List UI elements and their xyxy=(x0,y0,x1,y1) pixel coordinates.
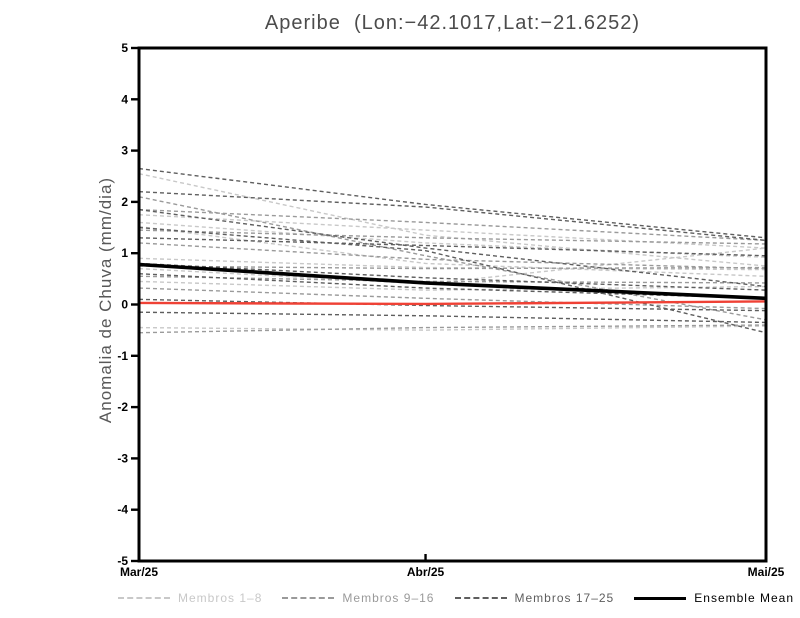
chart-title: Aperibe (Lon:−42.1017,Lat:−21.6252) xyxy=(264,12,641,34)
legend-label: Membros 1–8 xyxy=(178,591,263,605)
ensemble-member-25-line xyxy=(138,311,767,324)
y-tick-label: -3 xyxy=(117,451,128,465)
ensemble-member-16-line xyxy=(138,324,767,334)
ensemble-member-11-line xyxy=(138,229,767,245)
solid-line-sample xyxy=(634,596,687,600)
ensemble-member-21-line xyxy=(138,237,767,257)
legend-label: Membros 9–16 xyxy=(342,591,435,605)
ensemble-member-15-line xyxy=(138,287,767,310)
legend-item-membros-17-25: Membros 17–25 xyxy=(454,591,615,605)
legend-item-membros-9-16: Membros 9–16 xyxy=(282,591,434,605)
ensemble-member-10-line xyxy=(138,208,767,242)
y-tick-label: -5 xyxy=(117,554,128,568)
zero-reference-line xyxy=(138,300,767,306)
ensemble-member-24-line xyxy=(138,298,767,312)
y-tick-label: -1 xyxy=(117,349,128,363)
ensemble-mean-line xyxy=(138,262,767,301)
y-tick-label: 3 xyxy=(121,144,128,158)
ensemble-member-8-line xyxy=(138,325,767,331)
y-tick-label: 0 xyxy=(121,298,128,312)
legend: Membros 1–8 Membros 9–16 Membros 17–25 E… xyxy=(118,591,794,605)
ensemble-member-12-line xyxy=(138,242,767,270)
ensemble-member-1-line xyxy=(138,173,767,267)
y-tick-label: -4 xyxy=(117,503,128,517)
x-tick-label: Mar/25 xyxy=(120,565,158,579)
ensemble-member-14-line xyxy=(138,275,767,284)
y-tick-label: 5 xyxy=(121,41,128,55)
y-tick-label: 4 xyxy=(121,92,128,106)
legend-item-membros-1-8: Membros 1–8 xyxy=(118,591,262,605)
x-tick-label: Abr/25 xyxy=(407,565,445,579)
ensemble-member-20-line xyxy=(138,226,767,334)
ensemble-member-19-line xyxy=(138,208,767,288)
ensemble-member-4-line xyxy=(138,225,767,277)
dashed-line-sample xyxy=(282,597,335,599)
y-tick-label: 2 xyxy=(121,195,128,209)
ensemble-member-17-line xyxy=(138,167,767,239)
y-tick-label: 1 xyxy=(121,246,128,260)
legend-label: Ensemble Mean xyxy=(694,591,794,605)
legend-item-ensemble-mean: Ensemble Mean xyxy=(634,591,794,605)
ensemble-member-22-line xyxy=(138,262,767,291)
dashed-line-sample xyxy=(454,597,507,599)
dashed-line-sample xyxy=(118,597,170,599)
ensemble-member-7-line xyxy=(138,280,767,291)
x-tick-label: Mai/25 xyxy=(748,565,785,579)
legend-label: Membros 17–25 xyxy=(514,591,615,605)
ensemble-member-5-line xyxy=(138,257,767,271)
y-tick-label: -2 xyxy=(117,400,128,414)
ensemble-member-13-line xyxy=(138,265,767,270)
